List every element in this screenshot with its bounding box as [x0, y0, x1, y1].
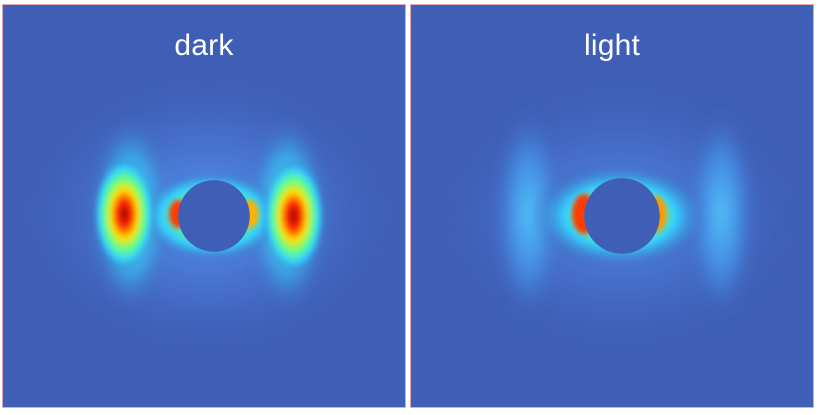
- beam-stop: [178, 180, 250, 252]
- side-lobe-right: [261, 158, 326, 274]
- panel-title-light: light: [583, 29, 641, 62]
- arc-right: [687, 104, 756, 324]
- panel-title-dark: dark: [174, 29, 234, 62]
- arc-left: [494, 104, 563, 324]
- panel-dark: dark: [2, 4, 406, 408]
- diffraction-pattern-dark: [18, 74, 398, 354]
- side-lobe-left: [92, 156, 157, 272]
- diffraction-pattern-light: [435, 81, 805, 351]
- beam-stop: [584, 178, 660, 254]
- panel-light: light: [410, 4, 814, 408]
